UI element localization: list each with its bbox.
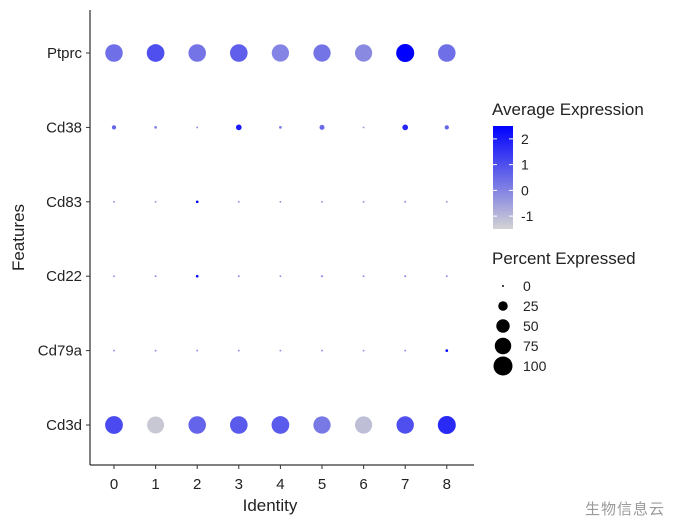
dot-cd79a-4 [279,349,282,352]
dot-cd79a-2 [196,349,199,352]
x-axis-title: Identity [243,496,298,515]
dot-cd22-8 [445,275,448,278]
y-tick-label: Cd38 [46,119,82,136]
dot-cd3d-0 [105,416,123,434]
dot-cd79a-6 [362,349,365,352]
legend: Average Expression 2 1 0 -1 Percent Expressed… [492,100,644,376]
dot-ptprc-7 [396,43,415,63]
dot-cd83-5 [321,200,323,203]
x-tick-label: 8 [443,476,451,493]
dot-cd83-8 [445,200,448,203]
dot-cd22-4 [279,275,282,278]
dot-cd22-3 [237,275,240,278]
y-axis-title: Features [9,204,28,271]
color-legend-title: Average Expression [492,100,644,119]
size-legend-dot [494,337,512,355]
x-tick-label: 3 [235,476,243,493]
dot-cd22-1 [154,275,157,278]
dot-cd38-2 [196,126,199,129]
dot-ptprc-5 [313,44,331,62]
y-tick-label: Cd83 [46,194,82,211]
dot-cd79a-7 [404,349,407,352]
dot-cd22-5 [321,275,323,278]
y-tick-label: Cd3d [46,417,82,434]
dot-cd22-0 [113,275,115,278]
dot-cd83-6 [362,200,365,203]
x-tick-label: 4 [276,476,284,493]
dot-cd3d-5 [313,416,331,434]
size-legend-dot [493,356,513,376]
dot-cd3d-8 [437,415,456,435]
dot-ptprc-8 [438,44,456,62]
size-legend-dot [502,285,504,287]
size-legend-label: 50 [523,318,539,334]
dot-cd3d-6 [354,416,373,434]
dot-cd83-4 [279,200,282,203]
x-tick-label: 6 [359,476,367,493]
color-legend-tick-label: 0 [521,182,529,198]
dot-cd79a-5 [321,349,323,352]
dot-cd38-1 [154,126,157,129]
dot-cd3d-7 [396,416,414,434]
dot-cd3d-2 [188,416,206,434]
dot-cd79a-0 [113,349,115,352]
x-tick-label: 2 [193,476,201,493]
dot-cd83-2 [195,200,199,204]
dot-ptprc-0 [105,44,123,62]
dot-cd83-1 [154,200,157,203]
color-legend-tick-label: 2 [521,131,529,147]
dot-cd38-8 [444,125,449,130]
dot-ptprc-3 [229,44,248,62]
color-legend-tick-label: -1 [521,208,534,224]
dot-cd38-3 [235,124,242,131]
axes: 0 1 2 3 4 5 6 7 8 Ptprc Cd38 Cd83 Cd22 Cd79a Cd3d Ident… [9,10,474,515]
y-tick-label: Cd79a [38,343,83,360]
y-tick-label: Cd22 [46,268,82,285]
x-tick-label: 5 [318,476,326,493]
color-legend-tick-label: 1 [521,157,529,173]
dot-cd22-2 [195,274,199,278]
dot-ptprc-4 [271,44,290,62]
dot-cd83-7 [404,200,407,203]
x-tick-label: 7 [401,476,409,493]
data-points [105,43,456,435]
dot-cd3d-1 [147,416,165,434]
dot-cd83-3 [237,200,240,203]
dot-cd22-6 [362,275,365,278]
dot-ptprc-1 [146,44,165,62]
dot-ptprc-2 [188,44,206,62]
color-legend-bar [493,126,513,229]
dot-cd83-0 [113,200,115,203]
dot-cd22-7 [404,275,407,278]
x-tick-label: 0 [110,476,118,493]
dot-cd3d-3 [229,416,248,434]
y-tick-label: Ptprc [47,45,83,62]
dot-cd79a-1 [154,349,157,352]
dot-cd3d-4 [271,416,290,434]
size-legend-dot [496,319,510,333]
dot-cd79a-3 [237,349,240,352]
size-legend-label: 0 [523,278,531,294]
dot-cd38-7 [402,124,409,131]
size-legend-label: 75 [523,338,539,354]
dot-cd38-0 [111,125,117,130]
size-legend-label: 25 [523,298,539,314]
watermark-text: 生物信息云 [584,500,665,518]
dot-cd79a-8 [445,349,449,352]
dot-cd38-6 [362,126,365,129]
dot-cd38-5 [319,124,325,130]
x-tick-label: 1 [151,476,159,493]
size-legend-label: 100 [523,358,547,374]
dot-ptprc-6 [354,44,373,62]
size-legend-dot [498,301,508,311]
size-legend-title: Percent Expressed [492,249,636,268]
dot-cd38-4 [279,126,282,129]
